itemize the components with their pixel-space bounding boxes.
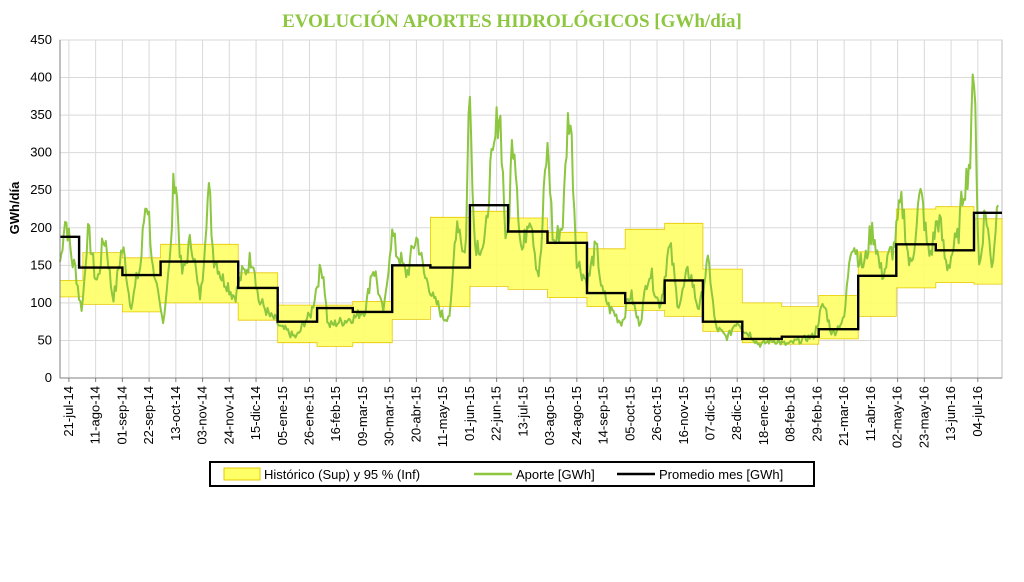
chart-title: EVOLUCIÓN APORTES HIDROLÓGICOS [GWh/día]: [282, 10, 742, 32]
x-tick-label: 03-ago-15: [542, 386, 557, 445]
x-tick-label: 16-nov-15: [676, 386, 691, 445]
y-tick-label: 450: [30, 32, 52, 47]
x-tick-label: 24-nov-14: [221, 386, 236, 445]
legend-label-aporte: Aporte [GWh]: [516, 467, 595, 482]
x-tick-label: 28-dic-15: [729, 386, 744, 440]
legend-label-promedio: Promedio mes [GWh]: [659, 467, 783, 482]
legend: Histórico (Sup) y 95 % (Inf) Aporte [GWh]…: [209, 461, 815, 487]
y-tick-label: 300: [30, 145, 52, 160]
x-tick-label: 26-ene-15: [302, 386, 317, 445]
x-tick-label: 22-sep-14: [141, 386, 156, 445]
x-tick-label: 18-ene-16: [756, 386, 771, 445]
y-tick-label: 50: [38, 332, 52, 347]
y-tick-label: 250: [30, 182, 52, 197]
x-tick-label: 08-feb-16: [783, 386, 798, 442]
y-tick-label: 400: [30, 70, 52, 85]
legend-label-historic: Histórico (Sup) y 95 % (Inf): [264, 467, 420, 482]
x-tick-label: 24-ago-15: [569, 386, 584, 445]
x-tick-label: 21-jul-14: [61, 386, 76, 437]
monthly-average-layer: [60, 203, 1002, 341]
x-tick-label: 29-feb-16: [809, 386, 824, 442]
x-tick-label: 13-jul-15: [515, 386, 530, 437]
x-tick-label: 26-oct-15: [649, 386, 664, 441]
x-tick-label: 02-may-16: [890, 386, 905, 448]
plot-area: [59, 39, 1003, 379]
x-tick-label: 21-mar-16: [836, 386, 851, 446]
x-tick-label: 20-abr-15: [408, 386, 423, 442]
y-tick-label: 150: [30, 257, 52, 272]
axes: 0 50 100 150 200 250 300 350 400 450 21-jul-14 11-a…: [30, 32, 1002, 448]
x-tick-label: 13-jun-16: [943, 386, 958, 441]
x-tick-label: 09-mar-15: [355, 386, 370, 446]
x-tick-label: 11-ago-14: [88, 386, 103, 444]
x-tick-label: 13-oct-14: [168, 386, 183, 441]
x-tick-label: 01-sep-14: [114, 386, 129, 445]
y-tick-label: 100: [30, 295, 52, 310]
y-tick-label: 350: [30, 107, 52, 122]
legend-box: [209, 461, 815, 487]
x-tick-label: 05-oct-15: [622, 386, 637, 441]
x-tick-label: 04-jul-16: [970, 386, 985, 437]
x-tick-label: 16-feb-15: [328, 386, 343, 442]
y-tick-label: 200: [30, 220, 52, 235]
x-tick-label: 05-ene-15: [275, 386, 290, 445]
x-tick-label: 11-abr-16: [863, 386, 878, 441]
x-tick-label: 03-nov-14: [195, 386, 210, 445]
monthly-average-line: [60, 203, 1002, 341]
y-tick-label: 0: [45, 370, 52, 385]
x-tick-label: 11-may-15: [435, 386, 450, 447]
grid-lines: [59, 39, 1003, 379]
x-tick-label: 01-jun-15: [462, 386, 477, 441]
legend-swatch-historic: [223, 467, 261, 481]
x-tick-label: 22-jun-15: [489, 386, 504, 441]
y-axis-title: GWh/día: [7, 181, 22, 234]
x-tick-label: 15-dic-14: [248, 386, 263, 440]
x-tick-label: 14-sep-15: [596, 386, 611, 445]
x-tick-label: 30-mar-15: [382, 386, 397, 446]
x-tick-label: 07-dic-15: [702, 386, 717, 440]
x-tick-label: 23-may-16: [916, 386, 931, 448]
